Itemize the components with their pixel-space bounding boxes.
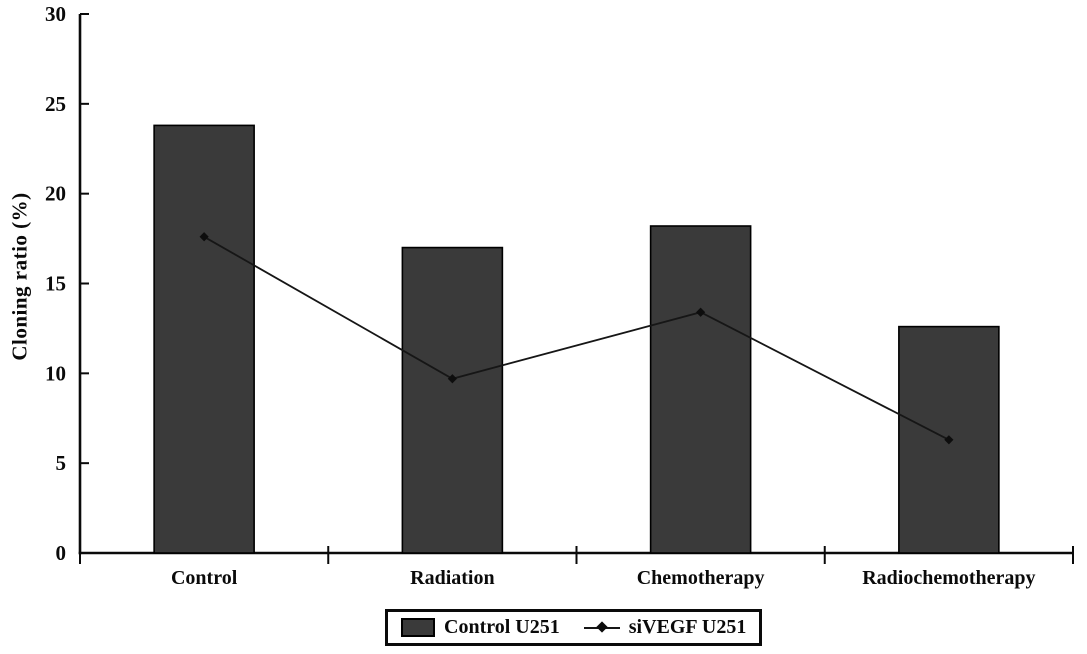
diamond-marker-icon bbox=[596, 621, 608, 633]
y-tick-label: 15 bbox=[45, 272, 66, 296]
bar-swatch-icon bbox=[401, 618, 435, 637]
line-diamond-swatch-icon bbox=[583, 621, 620, 633]
y-tick-label: 20 bbox=[45, 182, 66, 206]
legend-label-sivegf-u251: siVEGF U251 bbox=[628, 616, 747, 638]
bar-chemotherapy bbox=[649, 225, 752, 554]
x-category-label: Control bbox=[171, 567, 238, 589]
legend-item-control-u251: Control U251 bbox=[401, 616, 560, 639]
bar-radiation bbox=[401, 246, 504, 554]
sivegf-line bbox=[203, 236, 950, 441]
line-marker-diamond bbox=[696, 307, 706, 317]
line-marker-diamond bbox=[944, 435, 954, 445]
line-marker-diamond bbox=[199, 232, 209, 242]
y-tick-label: 5 bbox=[56, 451, 67, 475]
legend: Control U251 siVEGF U251 bbox=[385, 609, 763, 646]
line-marker-diamond bbox=[447, 374, 457, 384]
legend-label-control-u251: Control U251 bbox=[444, 616, 560, 638]
x-category-label: Chemotherapy bbox=[637, 567, 765, 589]
bar-control bbox=[153, 124, 255, 554]
y-tick-label: 25 bbox=[45, 92, 66, 116]
y-tick-label: 10 bbox=[45, 361, 66, 385]
legend-item-sivegf-u251: siVEGF U251 bbox=[583, 616, 747, 639]
x-category-label: Radiation bbox=[410, 567, 494, 589]
y-tick-label: 30 bbox=[45, 2, 66, 26]
x-category-label: Radiochemotherapy bbox=[862, 567, 1035, 589]
y-tick-label: 0 bbox=[56, 541, 67, 565]
y-axis-title: Cloning ratio (%) bbox=[7, 192, 32, 361]
